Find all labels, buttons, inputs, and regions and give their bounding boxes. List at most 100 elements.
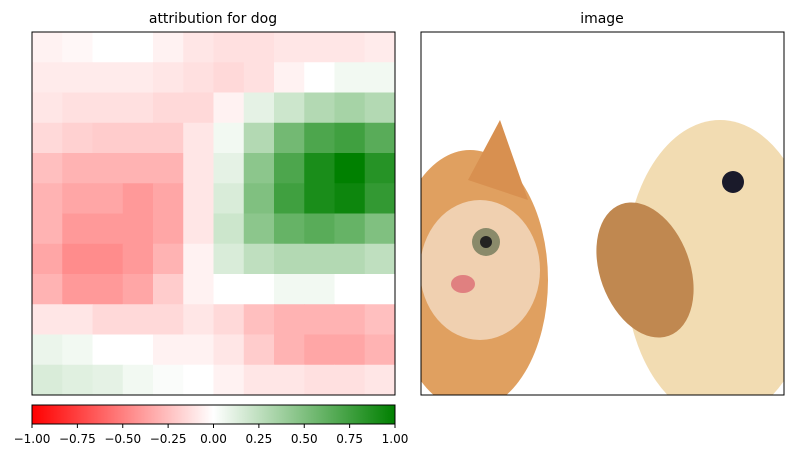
heat-cell [274,122,305,154]
heat-cell [122,304,154,335]
colorbar-tick-label: −1.00 [14,432,51,446]
heat-cell [183,243,214,275]
heat-cell [183,183,214,214]
heat-cell [243,92,275,124]
heat-cell [62,122,93,154]
heat-cell [274,243,305,275]
heat-cell [364,62,396,93]
heat-cell [334,62,366,93]
heat-cell [213,274,245,305]
heat-cell [32,243,63,275]
heat-cell [153,364,184,396]
heat-cell [364,364,396,396]
heat-cell [304,153,335,184]
heat-cell [213,334,245,366]
heat-cell [122,32,154,63]
heat-cell [153,183,184,214]
heat-cell [32,213,63,245]
heat-cell [183,304,214,335]
heat-cell [213,304,245,335]
heat-cell [153,122,184,154]
heat-cell [153,32,184,63]
heat-cell [274,213,305,245]
heat-cell [213,32,245,63]
photo [421,32,784,395]
heat-cell [243,153,275,184]
heat-cell [32,92,63,124]
heat-cell [122,274,154,305]
heat-cell [62,304,93,335]
heat-cell [243,243,275,275]
heat-cell [92,274,124,305]
heat-cell [183,62,214,93]
heat-cell [32,334,63,366]
heat-cell [92,62,124,93]
heat-cell [122,213,154,245]
heat-cell [304,122,335,154]
heat-cell [213,62,245,93]
heat-cell [364,183,396,214]
heatmap [32,32,396,396]
heat-cell [122,364,154,396]
heatmap-title: attribution for dog [149,11,277,27]
heat-cell [62,364,93,396]
heat-cell [243,183,275,214]
heat-cell [62,274,93,305]
heat-cell [334,92,366,124]
heat-cell [92,32,124,63]
colorbar-tick-label: 0.75 [336,432,363,446]
heat-cell [334,183,366,214]
heat-cell [364,122,396,154]
heat-cell [364,274,396,305]
heat-cell [213,122,245,154]
heat-cell [243,364,275,396]
heat-cell [243,122,275,154]
heat-cell [364,153,396,184]
heat-cell [92,213,124,245]
heat-cell [62,62,93,93]
colorbar-tick-label: −0.25 [150,432,187,446]
heat-cell [364,334,396,366]
heat-cell [364,32,396,63]
colorbar [31,404,396,425]
heat-cell [32,62,63,93]
heat-cell [274,62,305,93]
heat-cell [243,213,275,245]
heat-cell [62,334,93,366]
heat-cell [304,183,335,214]
heat-cell [92,243,124,275]
heat-cell [122,122,154,154]
heat-cell [92,364,124,396]
heat-cell [213,183,245,214]
colorbar-tick-label: 0.00 [200,432,227,446]
heat-cell [274,183,305,214]
heat-cell [122,153,154,184]
heat-cell [243,32,275,63]
heat-cell [304,62,335,93]
heat-cell [304,243,335,275]
heat-cell [274,304,305,335]
heat-cell [153,274,184,305]
heat-cell [183,92,214,124]
heat-cell [274,334,305,366]
heat-cell [334,122,366,154]
heat-cell [243,274,275,305]
heat-cell [183,122,214,154]
heat-cell [213,153,245,184]
heat-cell [183,213,214,245]
heat-cell [122,92,154,124]
heat-cell [32,122,63,154]
heat-cell [334,364,366,396]
heat-cell [122,62,154,93]
heat-cell [153,213,184,245]
heat-cell [334,32,366,63]
heat-cell [274,92,305,124]
heat-cell [122,183,154,214]
heat-cell [334,153,366,184]
heat-cell [274,274,305,305]
heat-cell [364,304,396,335]
heat-cell [62,92,93,124]
colorbar-tick-label: −0.50 [104,432,141,446]
heat-cell [62,153,93,184]
